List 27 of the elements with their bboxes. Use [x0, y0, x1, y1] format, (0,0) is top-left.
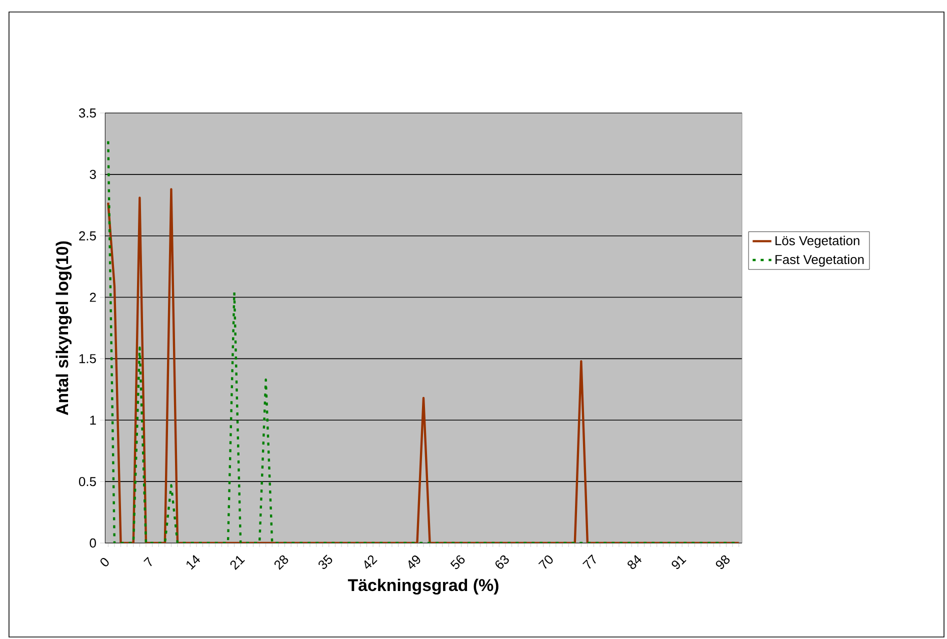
- x-tick-label: 49: [408, 556, 420, 569]
- x-tick-label: 63: [496, 555, 509, 569]
- y-tick-label: 2: [90, 292, 96, 302]
- x-axis-title: Täckningsgrad (%): [348, 578, 498, 595]
- x-tick-label: 91: [672, 556, 686, 570]
- x-tick-label: 56: [450, 555, 465, 570]
- x-tick-label: 21: [230, 556, 245, 570]
- y-tick-label: 3: [90, 170, 96, 180]
- y-tick-label: 1.5: [79, 354, 96, 364]
- x-tick-label: 7: [144, 556, 152, 566]
- x-tick-label: 84: [628, 555, 642, 570]
- y-axis-title: Antal sikyngel log(10): [56, 241, 72, 416]
- y-tick-label: 0: [90, 538, 96, 548]
- x-tick-label: 14: [186, 555, 200, 570]
- x-tick-label: 0: [100, 558, 109, 566]
- x-tick-label: 70: [538, 555, 553, 569]
- x-tick-label: 77: [582, 554, 596, 569]
- y-tick-label: 0.5: [78, 476, 96, 486]
- x-tick-label: 35: [318, 554, 332, 570]
- x-tick-label: 42: [364, 555, 378, 569]
- x-tick-label: 98: [716, 555, 730, 570]
- y-tick-label: 1: [90, 416, 96, 425]
- x-tick-label: 28: [274, 555, 288, 570]
- legend-label: Lös Vegetation: [776, 236, 860, 248]
- y-tick-label: 3.5: [78, 108, 96, 118]
- legend-label: Fast Vegetation: [776, 254, 864, 267]
- y-tick-label: 2.5: [79, 231, 96, 240]
